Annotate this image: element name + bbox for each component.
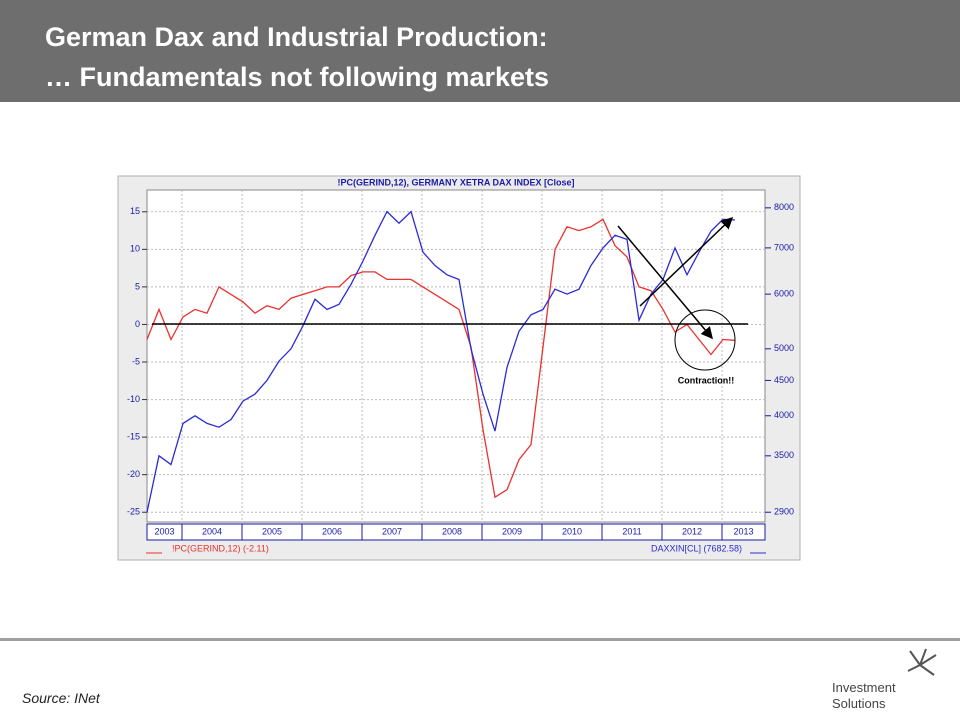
x-tick-label: 2005	[262, 526, 282, 536]
y2-tick-label: 2900	[774, 507, 794, 517]
legend-label: !PC(GERIND,12) (-2.11)	[172, 543, 269, 553]
x-tick-label: 2004	[202, 526, 222, 536]
series-line	[146, 210, 736, 513]
footer-rule	[0, 638, 960, 641]
header-band: German Dax and Industrial Production: … …	[0, 0, 960, 102]
series-line	[146, 218, 736, 499]
y-tick-label: 10	[130, 244, 140, 254]
y2-tick-label: 4000	[774, 410, 794, 420]
x-tick-label: 2010	[562, 526, 582, 536]
plot: 15 10 5 0 -5 -10 -15 -20 -25 8000 7000 6000 5000 4500…	[127, 190, 794, 554]
y-tick-label: 5	[135, 281, 140, 291]
x-tick-label: 2013	[733, 526, 753, 536]
y-tick-label: -15	[127, 431, 140, 441]
year-box	[721, 523, 766, 541]
y2-tick-label: 3500	[774, 450, 794, 460]
legend-label: DAXXIN[CL] (7682.58)	[651, 543, 742, 553]
y2-tick-label: 4500	[774, 375, 794, 385]
x-tick-label: 2012	[682, 526, 702, 536]
y2-tick-label: 5000	[774, 343, 794, 353]
arrow-up	[639, 216, 734, 307]
x-tick-label: 2003	[154, 526, 174, 536]
plot-area	[146, 189, 766, 523]
y2-tick-label: 6000	[774, 289, 794, 299]
y-tick-label: -20	[127, 469, 140, 479]
x-tick-label: 2008	[442, 526, 462, 536]
y-tick-label: -5	[132, 356, 140, 366]
chart-title: !PC(GERIND,12), GERMANY XETRA DAX INDEX …	[337, 177, 574, 187]
slide-title: German Dax and Industrial Production:	[45, 22, 548, 52]
y-tick-label: 0	[135, 319, 140, 329]
x-tick-label: 2009	[502, 526, 522, 536]
source: Source: INet	[22, 690, 100, 706]
logo-text: Solutions	[832, 696, 886, 711]
y-tick-label: -25	[127, 507, 140, 517]
x-tick-label: 2011	[622, 526, 641, 536]
logo-icon	[907, 648, 937, 676]
logo-text: Investment	[832, 680, 896, 695]
y-tick-label: -10	[127, 394, 140, 404]
contraction-circle	[674, 309, 736, 371]
slide-subtitle: … Fundamentals not following markets	[45, 62, 550, 92]
y-tick-label: 15	[130, 206, 140, 216]
x-tick-label: 2006	[322, 526, 342, 536]
y2-tick-label: 8000	[774, 202, 794, 212]
x-tick-label: 2007	[382, 526, 402, 536]
annotation: Contraction!!	[678, 375, 735, 385]
y2-tick-label: 7000	[774, 242, 794, 252]
